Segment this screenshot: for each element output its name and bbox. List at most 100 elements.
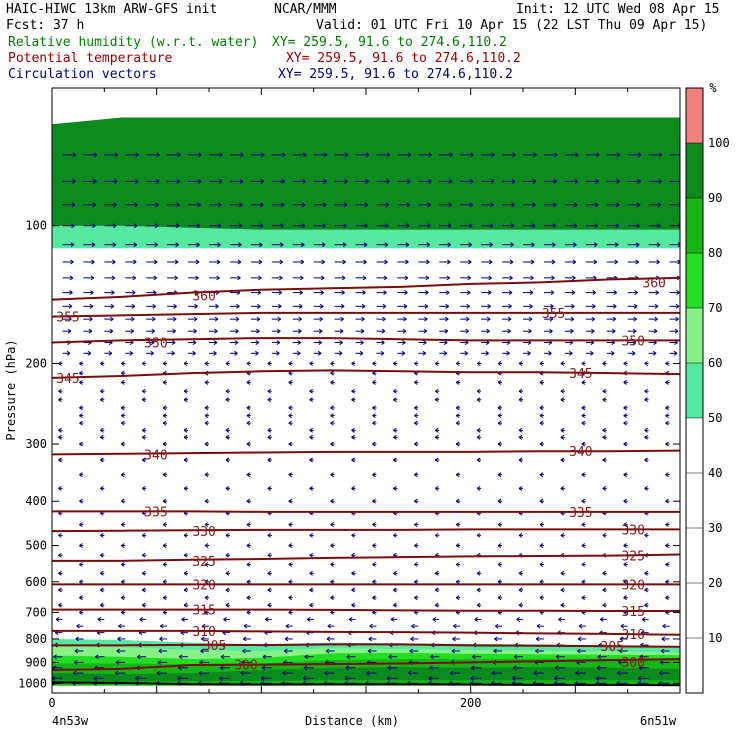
wind-vector xyxy=(397,275,409,281)
wind-vector xyxy=(648,303,659,309)
wind-vector xyxy=(476,570,482,576)
wind-vector xyxy=(502,328,511,334)
wind-vector xyxy=(414,413,419,419)
wind-vector xyxy=(146,242,158,248)
wind-vector xyxy=(493,648,503,654)
wind-vector xyxy=(386,675,398,681)
wind-vector xyxy=(451,648,461,654)
wind-vector xyxy=(246,562,251,567)
wind-vector xyxy=(162,361,168,366)
wind-vector xyxy=(79,361,84,366)
wind-vector xyxy=(313,303,324,309)
wind-vector xyxy=(439,223,452,229)
wind-vector xyxy=(455,420,461,426)
wind-vector xyxy=(104,303,115,309)
wind-vector xyxy=(523,259,535,265)
wind-vector xyxy=(120,579,126,585)
theta-contours xyxy=(52,276,680,687)
wind-vector xyxy=(246,405,251,411)
wind-vector xyxy=(292,242,305,248)
wind-vector xyxy=(209,275,220,281)
wind-vector xyxy=(351,388,356,394)
theta-label: 335 xyxy=(569,506,592,521)
wind-vector xyxy=(225,457,230,463)
wind-vector xyxy=(288,405,293,411)
wind-vector xyxy=(518,532,523,538)
wind-vector xyxy=(181,616,189,622)
wind-vector xyxy=(623,472,628,478)
wind-vector xyxy=(543,275,555,281)
wind-vector xyxy=(476,602,482,608)
wind-vector xyxy=(397,242,410,248)
theta-label: 340 xyxy=(144,448,167,463)
wind-vector xyxy=(292,316,303,322)
wind-vector xyxy=(623,380,628,385)
wind-vector xyxy=(539,562,544,567)
wind-vector xyxy=(376,223,389,229)
wind-vector xyxy=(355,152,370,158)
theta-label: 355 xyxy=(56,311,79,326)
wind-vector xyxy=(313,350,322,356)
wind-vector xyxy=(585,290,597,296)
wind-vector xyxy=(271,340,281,345)
wind-vector xyxy=(146,303,156,309)
wind-vector xyxy=(157,659,168,665)
wind-vector xyxy=(564,303,575,309)
wind-vector xyxy=(229,223,243,229)
x-tick-label: 200 xyxy=(460,696,482,710)
wind-vector xyxy=(606,202,620,208)
wind-vector xyxy=(518,397,523,403)
wind-vector xyxy=(397,290,408,296)
wind-vector xyxy=(627,152,642,158)
wind-vector xyxy=(188,328,197,334)
wind-vector xyxy=(393,388,398,394)
wind-vector xyxy=(555,654,565,660)
wind-vector xyxy=(79,595,84,601)
wind-vector xyxy=(246,413,251,419)
wind-vector xyxy=(449,670,461,676)
wind-vector xyxy=(644,427,649,433)
wind-vector xyxy=(355,202,369,208)
wind-vector xyxy=(313,259,325,265)
wind-vector xyxy=(627,328,637,334)
wind-vector xyxy=(100,427,105,433)
wind-vector xyxy=(334,275,346,281)
wind-vector xyxy=(414,498,419,504)
wind-vector xyxy=(581,420,586,426)
wind-vector xyxy=(58,570,63,576)
wind-vector xyxy=(648,350,657,356)
wind-vector xyxy=(58,434,63,440)
y-tick-label: 1000 xyxy=(18,676,47,690)
wind-vector xyxy=(292,178,307,184)
wind-vector xyxy=(58,397,63,403)
wind-vector xyxy=(418,242,431,248)
wind-vector xyxy=(204,498,209,504)
wind-vector xyxy=(376,316,386,322)
wind-vector xyxy=(455,441,461,447)
wind-vector xyxy=(309,552,314,558)
wind-vector xyxy=(229,328,239,334)
wind-vector xyxy=(502,290,513,296)
wind-vector xyxy=(292,152,307,158)
wind-vector xyxy=(539,441,544,447)
wind-vector xyxy=(243,623,251,629)
wind-vector xyxy=(627,242,640,248)
wind-vector xyxy=(330,498,335,504)
wind-vector xyxy=(460,290,471,296)
wind-vector xyxy=(410,636,419,642)
wind-vector xyxy=(62,303,73,309)
wind-vector xyxy=(418,316,428,322)
wind-vector xyxy=(539,522,544,528)
theta-contour-340 xyxy=(52,449,680,456)
wind-vector xyxy=(292,328,302,334)
wind-vector xyxy=(502,152,516,158)
wind-vector xyxy=(476,397,482,403)
colorbar-tick-label: 10 xyxy=(708,631,722,645)
wind-vector xyxy=(665,361,670,366)
wind-vector xyxy=(104,223,117,229)
wind-vector xyxy=(351,602,356,608)
wind-vector xyxy=(460,242,472,248)
wind-vector xyxy=(414,562,419,567)
wind-vector xyxy=(585,316,596,322)
